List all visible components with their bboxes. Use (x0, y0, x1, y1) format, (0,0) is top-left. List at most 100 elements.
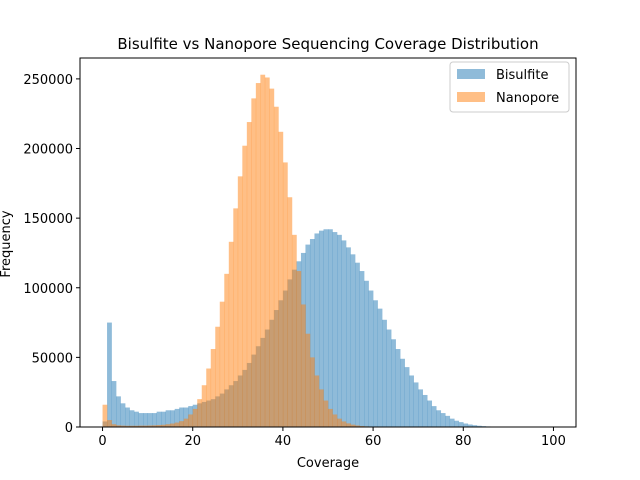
bar-bisulfite (391, 339, 396, 427)
bar-bisulfite (179, 407, 185, 427)
bar-nanopore (179, 421, 185, 427)
bar-bisulfite (156, 411, 162, 427)
bar-nanopore (201, 385, 207, 427)
bar-bisulfite (359, 271, 365, 427)
bar-bisulfite (138, 413, 144, 427)
bar-nanopore (165, 424, 171, 427)
bar-nanopore (328, 408, 333, 427)
bar-nanopore (125, 425, 130, 427)
bar-nanopore (355, 425, 360, 427)
y-axis-title: Frequency (0, 210, 14, 277)
bar-bisulfite (346, 247, 351, 427)
bar-bisulfite (323, 229, 329, 427)
bar-bisulfite (350, 254, 356, 427)
bar-bisulfite (116, 396, 121, 427)
y-tick-label: 100000 (23, 282, 73, 297)
bar-nanopore (346, 423, 351, 427)
legend-label-nanopore: Nanopore (496, 91, 559, 106)
bar-bisulfite (111, 381, 117, 427)
y-tick-label: 150000 (23, 212, 73, 227)
bar-bisulfite (165, 410, 171, 427)
bar-nanopore (192, 408, 198, 427)
x-tick-label: 0 (98, 434, 106, 449)
bar-nanopore (341, 421, 347, 427)
x-tick-label: 100 (541, 434, 566, 449)
bar-bisulfite (409, 375, 414, 427)
bar-bisulfite (395, 349, 401, 427)
bar-nanopore (102, 404, 108, 427)
bar-nanopore (224, 273, 230, 427)
bar-bisulfite (332, 232, 338, 427)
bar-bisulfite (355, 262, 360, 427)
bar-bisulfite (400, 358, 405, 427)
bar-nanopore (188, 414, 194, 427)
x-tick-label: 60 (365, 434, 382, 449)
bar-nanopore (296, 271, 302, 427)
bar-nanopore (251, 98, 257, 427)
bar-bisulfite (373, 300, 378, 427)
bar-nanopore (143, 425, 148, 427)
bar-bisulfite (440, 413, 446, 427)
bar-bisulfite (134, 411, 139, 427)
legend: Bisulfite Nanopore (449, 61, 570, 113)
bar-nanopore (228, 241, 234, 427)
x-tick-label: 20 (184, 434, 201, 449)
bar-nanopore (107, 420, 112, 427)
bar-nanopore (233, 208, 239, 427)
bar-bisulfite (427, 400, 433, 427)
bar-nanopore (255, 83, 261, 427)
bar-bisulfite (467, 424, 473, 427)
bar-nanopore (206, 368, 212, 427)
x-axis-title: Coverage (297, 456, 359, 471)
bar-nanopore (246, 122, 252, 428)
bar-nanopore (314, 375, 320, 427)
x-tick-label: 80 (455, 434, 472, 449)
bar-nanopore (219, 301, 225, 427)
bar-bisulfite (341, 240, 347, 427)
y-tick-label: 200000 (23, 143, 73, 158)
bar-nanopore (282, 162, 288, 427)
bar-bisulfite (120, 403, 126, 427)
bar-nanopore (273, 106, 279, 428)
axes-layer: 0 20 40 60 80 100 0 50000 100000 150000 200000 2500… (23, 57, 577, 449)
bar-bisulfite (318, 230, 324, 427)
bar-bisulfite (364, 280, 369, 427)
bar-bisulfite (107, 322, 112, 427)
bar-bisulfite (147, 413, 153, 427)
bar-nanopore (138, 425, 144, 427)
bar-nanopore (264, 77, 270, 428)
bar-bisulfite (309, 239, 315, 427)
bar-bisulfite (129, 410, 135, 427)
bar-nanopore (242, 145, 248, 427)
legend-swatch-bisulfite (457, 69, 485, 79)
bar-bisulfite (368, 290, 374, 427)
y-tick-label: 0 (65, 421, 73, 436)
bar-bisulfite (328, 229, 333, 427)
bar-nanopore (134, 425, 139, 427)
bar-bisulfite (382, 319, 387, 427)
bar-nanopore (291, 234, 297, 427)
bar-nanopore (318, 389, 324, 427)
bar-bisulfite (472, 425, 478, 427)
bar-nanopore (305, 333, 311, 427)
bar-nanopore (215, 326, 221, 427)
bar-nanopore (183, 418, 189, 427)
bar-bisulfite (458, 422, 464, 427)
bar-bisulfite (161, 411, 166, 427)
bar-nanopore (350, 424, 356, 427)
x-tick-label: 40 (275, 434, 292, 449)
bar-bisulfite (314, 233, 320, 427)
bar-nanopore (309, 357, 315, 427)
bar-nanopore (210, 349, 216, 427)
bar-nanopore (152, 425, 157, 427)
bar-nanopore (197, 399, 203, 427)
y-tick-label: 250000 (23, 73, 73, 88)
bar-nanopore (120, 425, 126, 427)
bar-bisulfite (413, 382, 419, 427)
bar-nanopore (111, 424, 117, 427)
legend-label-bisulfite: Bisulfite (496, 68, 548, 83)
bar-nanopore (278, 131, 284, 428)
bar-nanopore (287, 197, 293, 427)
bar-nanopore (170, 423, 175, 427)
